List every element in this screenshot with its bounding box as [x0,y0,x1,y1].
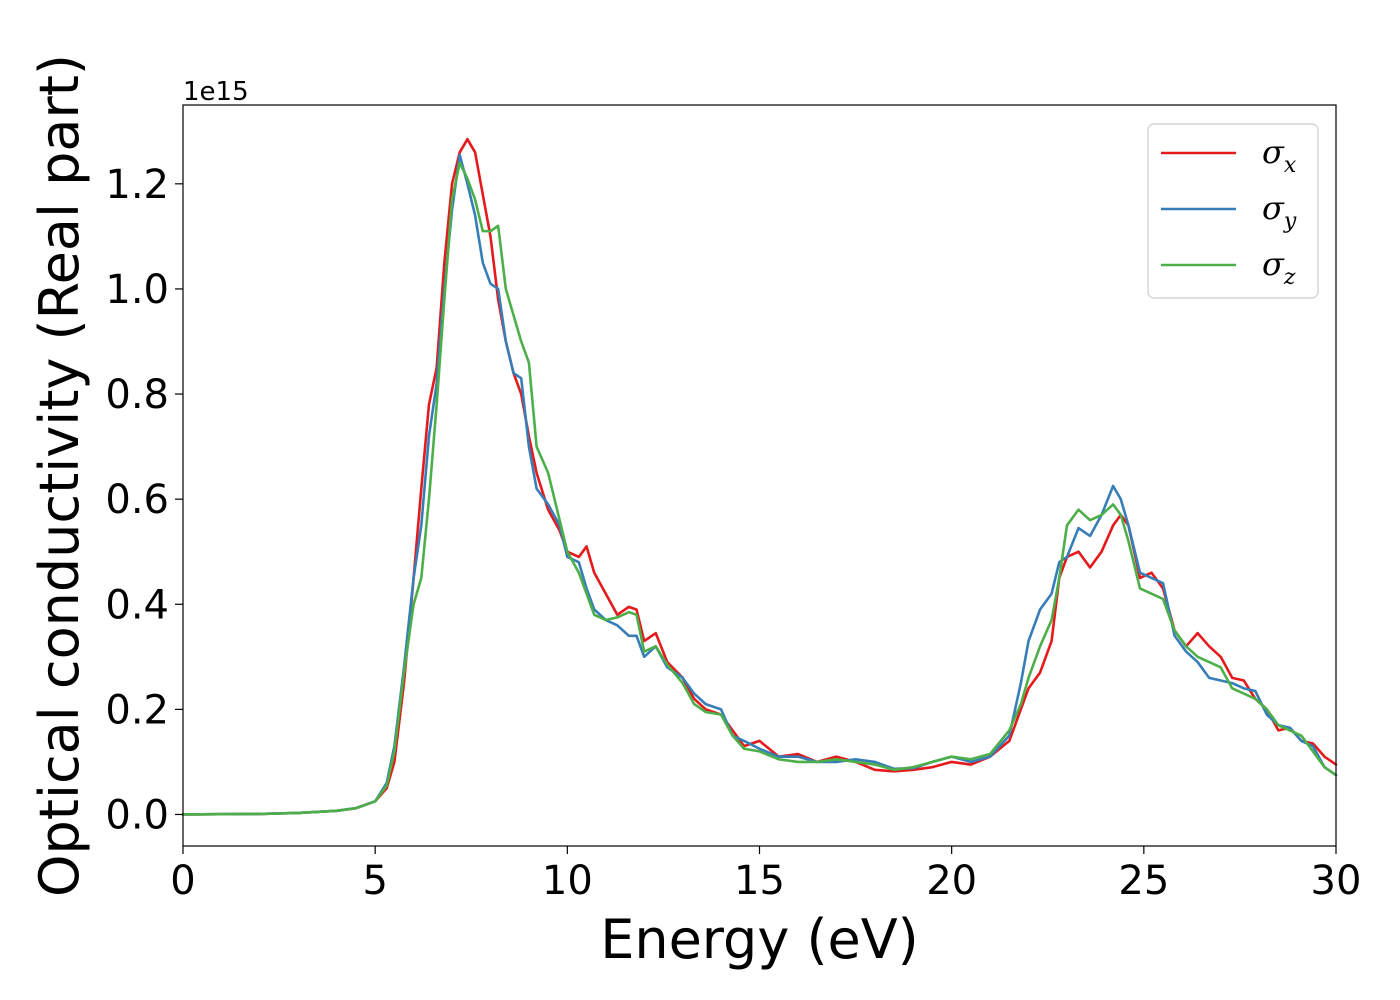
x-tick-label: 20 [926,858,977,904]
x-axis: 0 5 10 15 20 25 30 [170,846,1361,904]
y-offset-label: 1e15 [183,77,249,107]
x-tick-label: 10 [542,858,593,904]
y-tick-label: 1.0 [105,267,169,313]
series-line-z [181,161,1338,816]
plot-background [183,105,1336,846]
y-tick-label: 0.8 [105,372,169,418]
y-tick-label: 0.0 [105,792,169,838]
series-layer [181,137,1338,816]
legend-box [1147,123,1319,299]
y-tick-label: 0.2 [105,687,169,733]
y-tick-label: 1.2 [105,162,169,208]
y-axis-label: Optical conductivity (Real part) [28,54,91,897]
y-tick-label: 0.6 [105,477,169,523]
x-tick-label: 0 [170,858,195,904]
x-tick-label: 25 [1118,858,1169,904]
y-axis: 0.0 0.2 0.4 0.6 0.8 1.0 1.2 [105,162,183,838]
plot-area [181,104,1338,847]
x-axis-label: Energy (eV) [600,908,919,971]
y-tick-label: 0.4 [105,582,169,628]
x-tick-label: 30 [1311,858,1362,904]
x-tick-label: 15 [734,858,785,904]
x-tick-label: 5 [362,858,387,904]
